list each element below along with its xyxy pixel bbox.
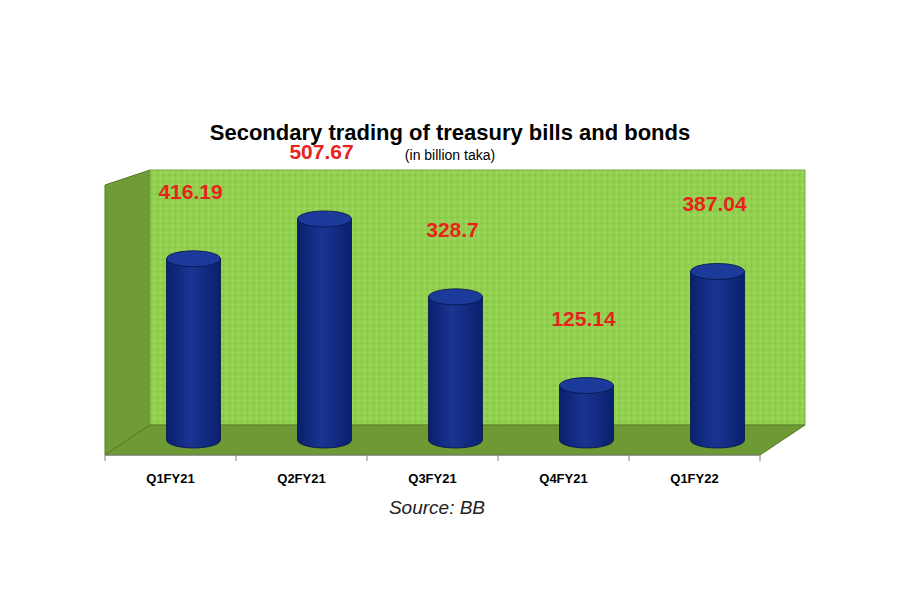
bar-top (298, 211, 352, 227)
data-label: 507.67 (289, 140, 353, 163)
chart: Secondary trading of treasury bills and … (0, 0, 900, 600)
data-label: 328.7 (426, 218, 479, 241)
data-label: 387.04 (682, 192, 747, 215)
x-tick (236, 455, 237, 461)
x-tick (629, 455, 630, 461)
bar (429, 297, 483, 448)
subtitle: (in billion taka) (405, 147, 495, 163)
source: Source: BB (389, 497, 485, 518)
bar (560, 386, 614, 448)
x-axis (105, 455, 760, 456)
side-wall (105, 170, 150, 455)
bar-top (691, 263, 745, 279)
bar (298, 219, 352, 448)
x-tick-label: Q1FY22 (670, 471, 718, 486)
x-tick (760, 455, 761, 461)
bar-top (167, 251, 221, 267)
x-tick-label: Q1FY21 (146, 471, 194, 486)
x-tick (367, 455, 368, 461)
x-tick-label: Q2FY21 (277, 471, 325, 486)
x-tick (105, 455, 106, 461)
bar-top (429, 289, 483, 305)
title: Secondary trading of treasury bills and … (210, 120, 690, 145)
data-label: 416.19 (158, 180, 222, 203)
x-tick-label: Q3FY21 (408, 471, 456, 486)
x-tick (498, 455, 499, 461)
data-label: 125.14 (551, 307, 616, 330)
bar (691, 271, 745, 448)
bar-top (560, 378, 614, 394)
bars (167, 211, 745, 448)
x-tick-label: Q4FY21 (539, 471, 587, 486)
bar (167, 259, 221, 448)
